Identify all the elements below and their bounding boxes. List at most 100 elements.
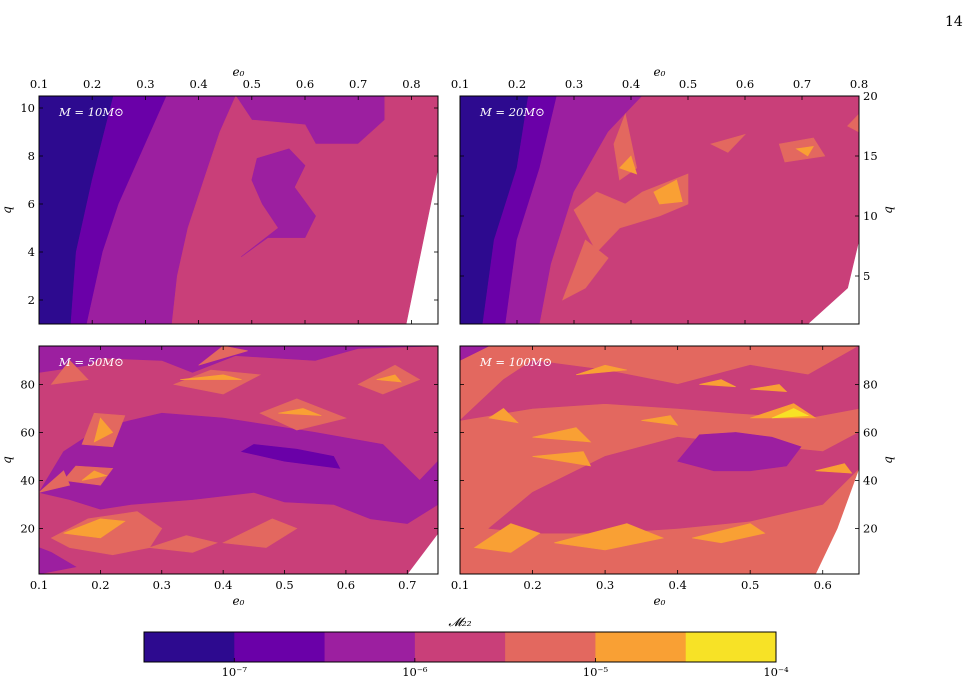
panel-2: 0.1 0.2 0.3 0.4 0.5 0.6 0.7 0.8 5 10 15 20 e₀ q M = 20… (451, 65, 895, 325)
panel-mass-label: M = 20M⊙ (479, 105, 545, 119)
y-tick-label: 10 (863, 209, 878, 223)
contour-region (532, 427, 592, 443)
contour-region (488, 408, 519, 424)
contour-region (222, 518, 298, 548)
colorbar-tick-label: 10⁻⁵ (583, 665, 609, 679)
y-axis-label: q (881, 456, 895, 464)
y-tick-label: 80 (863, 377, 878, 391)
x-tick-label: 0.8 (402, 77, 420, 91)
contour-region (576, 364, 627, 376)
plot-frame (459, 95, 860, 325)
plot-frame (38, 95, 439, 325)
y-tick-label: 5 (863, 269, 870, 283)
x-axis-label: e₀ (654, 65, 666, 79)
x-tick-label: 0.5 (243, 77, 261, 91)
axes: 0.1 0.2 0.3 0.4 0.5 0.6 0.7 0.8 2 4 6 8 10 e₀ q (0, 65, 438, 324)
x-tick-label: 0.2 (523, 578, 541, 592)
axes: 0.1 0.2 0.3 0.4 0.5 0.6 0.7 20 40 60 80 e₀ q (0, 346, 438, 608)
y-tick-label: 40 (20, 473, 35, 487)
contour-region (240, 444, 341, 469)
x-tick-label: 0.3 (153, 578, 171, 592)
contour-fill (460, 96, 859, 324)
x-tick-label: 0.1 (30, 77, 48, 91)
colorbar-tick-label: 10⁻⁶ (402, 665, 428, 679)
contour-region (460, 346, 490, 361)
plot-frame (459, 345, 860, 575)
contour-region (278, 408, 322, 416)
colorbar-swatch (414, 632, 506, 662)
colorbar-frame (143, 631, 777, 663)
contour-region (699, 379, 736, 388)
page-number: 14 (945, 14, 963, 30)
colorbar-tick-label: 10⁻⁷ (222, 665, 248, 679)
contour-region (473, 523, 541, 553)
x-tick-label: 0.5 (679, 77, 697, 91)
x-tick-label: 0.8 (850, 77, 868, 91)
y-tick-label: 20 (20, 521, 35, 535)
y-tick-label: 6 (28, 197, 35, 211)
contour-fill (460, 346, 859, 574)
contour-region (39, 547, 77, 574)
contour-region (376, 374, 402, 383)
plot-frame (38, 345, 439, 575)
contour-region (554, 523, 665, 551)
x-tick-label: 0.6 (814, 578, 832, 592)
contour-region (709, 133, 746, 153)
axes: 0.1 0.2 0.3 0.4 0.5 0.6 20 40 60 80 e₀ q (451, 346, 895, 608)
x-tick-label: 0.6 (296, 77, 314, 91)
x-tick-label: 0.2 (91, 578, 109, 592)
y-tick-label: 2 (28, 293, 35, 307)
contour-region (532, 451, 592, 467)
y-tick-label: 20 (863, 521, 878, 535)
colorbar-swatch (144, 632, 235, 662)
x-axis-label: e₀ (233, 65, 245, 79)
x-tick-label: 0.5 (741, 578, 759, 592)
panel-mass-label: M = 10M⊙ (58, 105, 124, 119)
contour-region (149, 535, 219, 553)
x-tick-label: 0.7 (398, 578, 416, 592)
y-tick-label: 10 (20, 101, 35, 115)
x-tick-label: 0.4 (622, 77, 640, 91)
x-tick-label: 0.6 (337, 578, 355, 592)
colorbar-swatch (234, 632, 326, 662)
contour-region (653, 179, 683, 205)
contour-region (198, 346, 248, 366)
contour-region (847, 113, 859, 133)
contour-region (692, 523, 766, 544)
contour-region (50, 359, 89, 385)
contour-region (771, 408, 810, 419)
x-tick-label: 0.7 (349, 77, 367, 91)
x-tick-label: 0.3 (136, 77, 154, 91)
contour-fill (39, 96, 438, 324)
contour-region (619, 155, 638, 175)
y-tick-label: 60 (863, 425, 878, 439)
y-axis-label: q (0, 456, 14, 464)
panel-mass-label: M = 100M⊙ (479, 355, 552, 369)
y-axis-label: q (881, 206, 895, 214)
contour-region (677, 432, 802, 472)
x-tick-label: 0.6 (736, 77, 754, 91)
x-tick-label: 0.1 (451, 77, 469, 91)
colorbar-swatch (324, 632, 416, 662)
contour-region (93, 417, 114, 443)
y-tick-label: 15 (863, 149, 878, 163)
contour-region (815, 463, 853, 474)
contour-fill (39, 346, 438, 574)
x-tick-label: 0.3 (596, 578, 614, 592)
contour-region (180, 374, 242, 380)
contour-region (241, 148, 316, 258)
contour-region (39, 346, 438, 373)
contour-panels: 0.1 0.2 0.3 0.4 0.5 0.6 0.7 0.8 2 4 6 8 10 e₀ q M = 10M… (0, 65, 895, 608)
panel-4: 0.1 0.2 0.3 0.4 0.5 0.6 20 40 60 80 e₀ q M = 100M⊙ (451, 345, 895, 608)
contour-region (795, 146, 814, 157)
contour-region (460, 346, 859, 421)
contour-region (562, 239, 609, 301)
colorbar-swatch (685, 632, 777, 662)
x-tick-label: 0.5 (275, 578, 293, 592)
x-tick-label: 0.4 (189, 77, 207, 91)
panel-mass-label: M = 50M⊙ (58, 355, 124, 369)
colorbar-swatch (595, 632, 687, 662)
x-tick-label: 0.2 (83, 77, 101, 91)
colorbar-label: 𝓜₂₂ (448, 615, 471, 629)
